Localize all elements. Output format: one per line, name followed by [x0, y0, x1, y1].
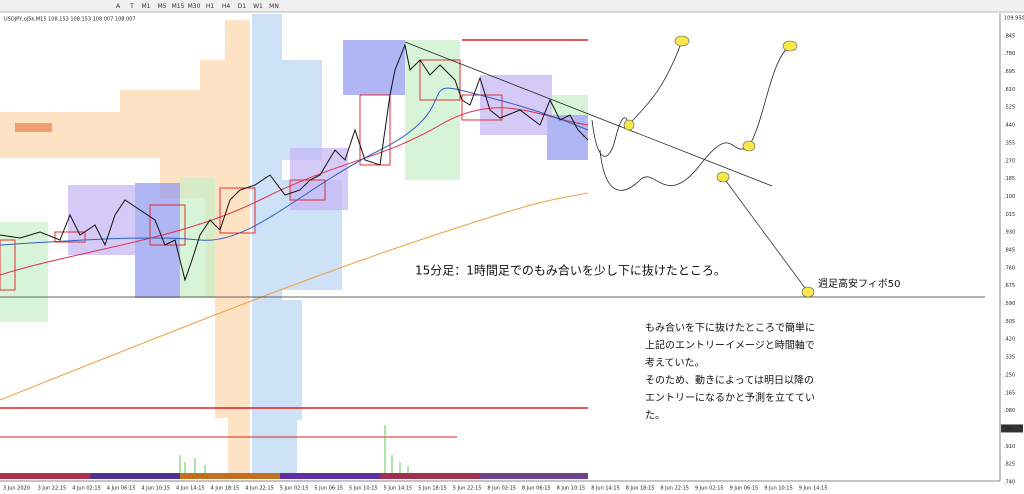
price-label: .165	[1004, 390, 1015, 396]
price-label: .355	[1004, 140, 1015, 146]
toolbar-buttons: A T M1 M5 M15 M30 H1 H4 D1 W1 MN	[116, 3, 279, 10]
price-label: .270	[1004, 158, 1015, 164]
time-label: 4 Jun 22:15	[245, 486, 274, 492]
toolbar	[0, 0, 1024, 12]
price-label: .760	[1004, 265, 1015, 271]
price-label: .825	[1004, 462, 1015, 468]
current-price-box	[1001, 424, 1023, 433]
time-label: 8 Jun 22:15	[660, 486, 689, 492]
time-axis: 3 Jun 2020 3 Jun 22:15 4 Jun 02:15 4 Jun 06…	[3, 486, 827, 492]
time-label: 8 Jun 14:15	[591, 486, 620, 492]
price-label: .845	[1004, 248, 1015, 254]
price-label: .780	[1004, 51, 1015, 57]
time-label: 5 Jun 10:15	[349, 486, 378, 492]
time-label: 4 Jun 14:15	[176, 486, 205, 492]
time-label: 5 Jun 18:15	[418, 486, 447, 492]
toolbar-button[interactable]: D1	[238, 3, 247, 10]
scenario-path	[591, 40, 683, 157]
time-label: 5 Jun 06:15	[314, 486, 343, 492]
memo-line: もみ合いを下に抜けたところで簡単に	[645, 321, 815, 334]
price-label: .505	[1004, 319, 1015, 325]
range-boxes	[0, 59, 503, 291]
time-label: 8 Jun 06:15	[522, 486, 551, 492]
markers	[623, 35, 815, 298]
price-label: .015	[1004, 212, 1015, 218]
memo-line: 上記のエントリーイメージと時間軸で	[645, 339, 815, 352]
ma-mid	[0, 107, 589, 276]
time-label: 3 Jun 2020	[3, 486, 30, 492]
price-label: .420	[1004, 337, 1015, 343]
memo: もみ合いを下に抜けたところで簡単に上記のエントリーイメージと時間軸で考えていた。…	[645, 321, 815, 422]
volume-bars	[179, 425, 409, 475]
time-label: 5 Jun 14:15	[384, 486, 413, 492]
time-label: 4 Jun 06:15	[107, 486, 136, 492]
time-label: 9 Jun 10:15	[764, 486, 793, 492]
price-label: .440	[1004, 123, 1015, 129]
ma-slow	[0, 192, 589, 401]
toolbar-button[interactable]: M5	[158, 3, 167, 10]
price-label: .080	[1004, 408, 1015, 414]
price-label: .590	[1004, 301, 1015, 307]
price-label: .930	[1004, 230, 1015, 236]
toolbar-button[interactable]: T	[129, 3, 134, 10]
profile-poc	[15, 123, 52, 132]
time-label: 3 Jun 22:15	[38, 486, 67, 492]
time-label: 9 Jun 14:15	[799, 486, 828, 492]
memo-line: た。	[645, 410, 665, 422]
time-label: 9 Jun 02:15	[695, 486, 724, 492]
toolbar-button[interactable]: A	[116, 3, 121, 10]
toolbar-button[interactable]: H4	[222, 3, 231, 10]
toolbar-button[interactable]: H1	[206, 3, 215, 10]
price-label: .185	[1004, 176, 1015, 182]
memo-line: 考えていた。	[645, 357, 705, 369]
time-label: 5 Jun 22:15	[453, 486, 482, 492]
price-label: .675	[1004, 283, 1015, 289]
time-label: 5 Jun 02:15	[280, 486, 309, 492]
time-label: 4 Jun 10:15	[141, 486, 170, 492]
scenario-path	[599, 45, 791, 191]
price-label: .845	[1004, 33, 1015, 39]
toolbar-button[interactable]: M15	[172, 3, 185, 10]
time-label: 4 Jun 02:15	[72, 486, 101, 492]
time-label: 9 Jun 06:15	[730, 486, 759, 492]
time-label: 8 Jun 10:15	[557, 486, 586, 492]
price-label: 109.950	[1004, 16, 1024, 22]
trend-line	[404, 41, 773, 187]
price-label: .610	[1004, 87, 1015, 93]
projection-line	[722, 176, 809, 293]
price-axis: 109.950 .845 .780 .695 .610 .525 .440 .355 .270.…	[1001, 16, 1024, 486]
price-line	[0, 43, 589, 282]
toolbar-button[interactable]: W1	[253, 3, 263, 10]
price-label: .250	[1004, 372, 1015, 378]
symbol-info: USDJPY,oj5k,M15 108.153 108.153 108.007 …	[4, 17, 136, 23]
price-label: .740	[1004, 480, 1015, 486]
price-label: .695	[1004, 69, 1015, 75]
session-boxes	[0, 40, 588, 322]
memo-line: エントリーになるかと予測を立ててい	[645, 391, 815, 404]
time-label: 8 Jun 18:15	[626, 486, 655, 492]
time-label: 4 Jun 18:15	[211, 486, 240, 492]
price-label: .007	[1004, 426, 1015, 432]
price-label: .335	[1004, 355, 1015, 361]
annotation: 15分足：1時間足でのもみ合いを少し下に抜けたところ。	[415, 263, 726, 278]
toolbar-button[interactable]: MN	[269, 3, 279, 10]
session-bar	[0, 473, 588, 479]
volume-profile-right	[252, 14, 342, 475]
annotation: 週足高安フィボ50	[818, 277, 901, 290]
memo-line: そのため、動きによっては明日以降の	[645, 374, 814, 387]
time-label: 8 Jun 02:15	[487, 486, 516, 492]
price-label: .910	[1004, 444, 1015, 450]
toolbar-button[interactable]: M1	[142, 3, 151, 10]
price-label: .100	[1004, 194, 1015, 200]
toolbar-button[interactable]: M30	[188, 3, 201, 10]
price-label: .525	[1004, 105, 1015, 111]
